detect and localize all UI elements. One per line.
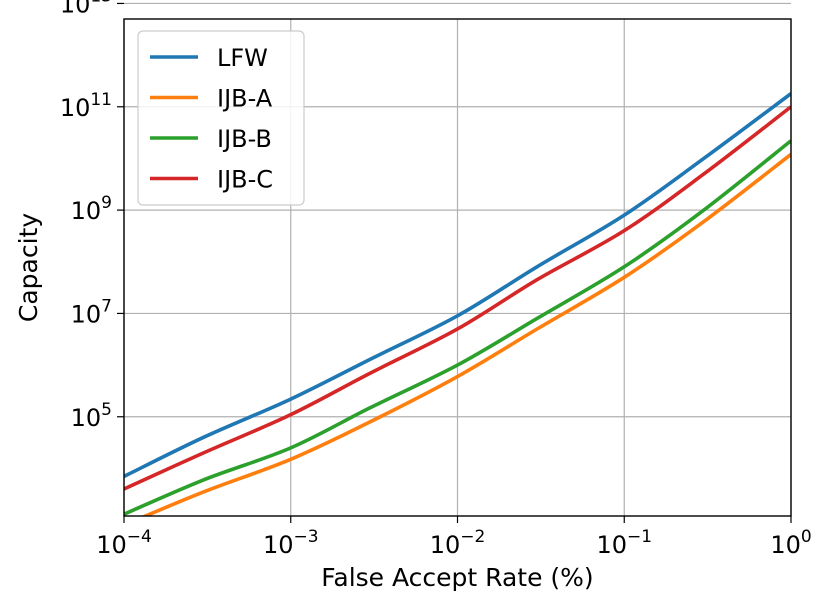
y-tick-label: 109 [71, 193, 112, 225]
legend-box [137, 30, 305, 206]
legend-label-ijb-a: IJB-A [217, 85, 273, 113]
legend-label-lfw: LFW [217, 44, 268, 72]
series-line-ijb-c [124, 105, 791, 491]
x-tick-label: 10−1 [596, 527, 652, 559]
y-tick-label: 107 [71, 296, 112, 328]
x-tick-label: 10−4 [96, 527, 152, 559]
y-tick-label: 1013 [60, 0, 112, 18]
y-tick-label: 105 [71, 400, 112, 432]
y-axis-title: Capacity [14, 213, 43, 322]
legend-label-ijb-c: IJB-C [217, 166, 273, 194]
legend: LFW IJB-A IJB-B IJB-C [137, 30, 305, 206]
x-tick-label: 10−3 [263, 527, 319, 559]
x-axis-title: False Accept Rate (%) [321, 563, 593, 592]
series-line-ijb-a [140, 152, 791, 516]
x-tick-label: 10−2 [430, 527, 486, 559]
series-line-ijb-b [124, 139, 791, 516]
y-tick-label: 1011 [60, 90, 112, 122]
x-tick-label: 100 [770, 527, 811, 559]
series-lines [124, 92, 791, 516]
series-line-lfw [124, 92, 791, 479]
legend-label-ijb-b: IJB-B [217, 125, 272, 153]
axis-ticks: 10−4 10−3 10−2 10−1 100 105 107 109 1011 1013 [60, 0, 812, 559]
